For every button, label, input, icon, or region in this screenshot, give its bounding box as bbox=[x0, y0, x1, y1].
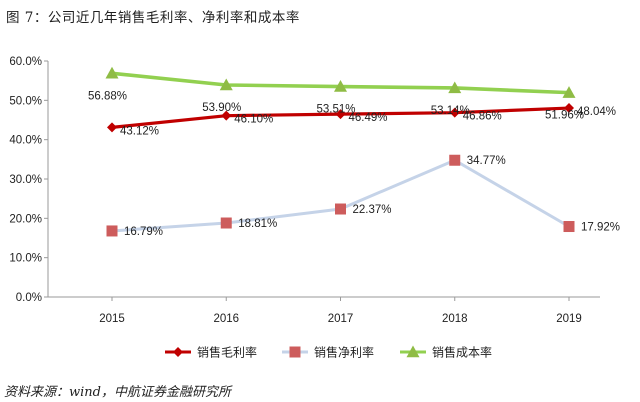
legend-item: 销售成本率 bbox=[400, 345, 492, 360]
data-point-销售成本率 bbox=[219, 78, 233, 91]
y-tick-label: 40.0% bbox=[9, 135, 42, 147]
legend-label: 销售成本率 bbox=[432, 345, 492, 360]
y-tick-label: 60.0% bbox=[9, 56, 42, 68]
legend-item: 销售毛利率 bbox=[165, 345, 257, 360]
data-label: 53.51% bbox=[317, 104, 356, 116]
data-label: 46.10% bbox=[234, 114, 273, 126]
data-point-销售净利率 bbox=[563, 221, 575, 233]
data-label: 53.90% bbox=[202, 102, 241, 114]
x-tick-label: 2016 bbox=[213, 313, 239, 325]
data-label: 53.14% bbox=[431, 105, 470, 117]
y-tick-label: 30.0% bbox=[9, 174, 42, 186]
data-point-销售毛利率 bbox=[564, 103, 574, 114]
legend-marker bbox=[406, 345, 420, 358]
data-point-销售成本率 bbox=[334, 80, 347, 92]
legend-marker bbox=[289, 346, 301, 358]
data-point-销售净利率 bbox=[220, 217, 232, 229]
data-point-销售毛利率 bbox=[107, 122, 117, 133]
data-point-销售毛利率 bbox=[449, 107, 460, 118]
data-label: 46.49% bbox=[349, 112, 388, 124]
x-tick-label: 2018 bbox=[442, 313, 468, 325]
data-label: 56.88% bbox=[88, 90, 127, 102]
legend-label: 销售净利率 bbox=[314, 345, 374, 360]
source-note: 资料来源：wind，中航证券金融研究所 bbox=[4, 385, 231, 400]
x-tick-label: 2017 bbox=[328, 313, 354, 325]
y-tick-label: 0.0% bbox=[16, 292, 42, 304]
y-tick-label: 20.0% bbox=[9, 213, 42, 225]
y-tick-label: 10.0% bbox=[9, 253, 42, 265]
legend-marker bbox=[173, 347, 183, 357]
data-label: 51.96% bbox=[545, 110, 584, 122]
data-label: 16.79% bbox=[124, 226, 163, 238]
data-label: 46.86% bbox=[463, 111, 502, 123]
figure-title: 图 7：公司近几年销售毛利率、净利率和成本率 bbox=[6, 10, 300, 26]
data-label: 43.12% bbox=[120, 125, 159, 137]
legend-item: 销售净利率 bbox=[282, 345, 374, 360]
data-point-销售净利率 bbox=[449, 154, 461, 166]
y-tick-label: 50.0% bbox=[9, 95, 42, 107]
data-label: 17.92% bbox=[581, 222, 620, 234]
data-point-销售成本率 bbox=[105, 66, 119, 79]
data-label: 48.04% bbox=[577, 106, 616, 118]
data-label: 34.77% bbox=[467, 155, 506, 167]
x-tick-label: 2019 bbox=[556, 313, 582, 325]
data-point-销售净利率 bbox=[106, 225, 118, 237]
data-label: 22.37% bbox=[353, 204, 392, 216]
data-point-销售净利率 bbox=[335, 203, 346, 215]
data-point-销售成本率 bbox=[448, 81, 462, 94]
data-point-销售毛利率 bbox=[221, 110, 232, 121]
data-point-销售毛利率 bbox=[335, 109, 346, 120]
series-line-销售净利率 bbox=[111, 158, 570, 233]
data-point-销售成本率 bbox=[562, 86, 576, 98]
x-tick-label: 2015 bbox=[99, 313, 125, 325]
legend-label: 销售毛利率 bbox=[197, 345, 257, 360]
data-label: 18.81% bbox=[238, 218, 277, 230]
